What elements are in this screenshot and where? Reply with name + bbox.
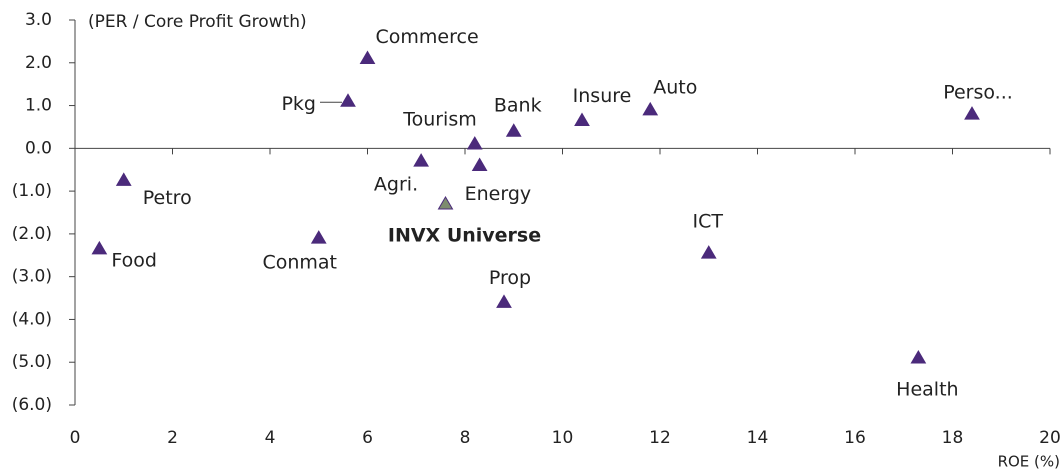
point-label: Perso... xyxy=(943,82,1013,104)
point xyxy=(910,349,927,364)
point xyxy=(359,50,376,64)
y-tick-label: 3.0 xyxy=(25,10,52,30)
point-label: Conmat xyxy=(262,252,337,274)
x-tick-label: 10 xyxy=(552,428,574,448)
y-tick-label: 2.0 xyxy=(25,53,52,73)
y-tick-label: (3.0) xyxy=(12,267,52,287)
point xyxy=(466,136,483,150)
point xyxy=(574,112,590,127)
point-label: Energy xyxy=(465,183,532,205)
point-label: Food xyxy=(111,249,157,271)
x-tick-label: 4 xyxy=(265,428,276,448)
point xyxy=(310,230,327,244)
y-axis-label: (PER / Core Profit Growth) xyxy=(88,12,307,32)
y-tick-label: (1.0) xyxy=(12,181,52,201)
y-tick-label: 0.0 xyxy=(25,138,52,158)
point-label: Health xyxy=(896,378,958,400)
point-label: Petro xyxy=(143,187,192,209)
y-tick-label: (2.0) xyxy=(12,224,52,244)
y-tick-label: 1.0 xyxy=(25,96,52,116)
point-label: Tourism xyxy=(402,109,477,131)
x-axis-label: ROE (%) xyxy=(998,453,1060,471)
point xyxy=(700,245,717,259)
x-tick-label: 6 xyxy=(362,428,373,448)
x-tick-label: 20 xyxy=(1039,428,1061,448)
point-label: Insure xyxy=(573,85,632,107)
y-tick-label: (6.0) xyxy=(12,395,52,415)
point xyxy=(340,93,356,107)
point xyxy=(437,195,454,210)
point-label: INVX Universe xyxy=(388,224,541,246)
point-label: ICT xyxy=(693,211,724,233)
point-label: Bank xyxy=(494,95,542,117)
point xyxy=(496,294,512,308)
point xyxy=(115,172,132,186)
point xyxy=(642,101,659,116)
point xyxy=(413,153,429,167)
point xyxy=(505,123,522,137)
point-label: Agri. xyxy=(374,174,418,196)
x-tick-label: 16 xyxy=(844,428,866,448)
point xyxy=(91,240,108,255)
x-tick-label: 18 xyxy=(942,428,964,448)
x-tick-label: 0 xyxy=(70,428,81,448)
x-tick-label: 12 xyxy=(649,428,671,448)
point xyxy=(964,106,980,120)
y-tick-label: (5.0) xyxy=(12,352,52,372)
x-tick-label: 2 xyxy=(167,428,178,448)
point-label: Prop xyxy=(489,267,531,289)
x-tick-label: 14 xyxy=(747,428,769,448)
point-label: Pkg xyxy=(281,93,316,115)
point-label: Auto xyxy=(653,76,697,98)
x-tick-label: 8 xyxy=(460,428,471,448)
point xyxy=(471,157,488,171)
point-label: Commerce xyxy=(376,26,479,48)
y-tick-label: (4.0) xyxy=(12,309,52,329)
